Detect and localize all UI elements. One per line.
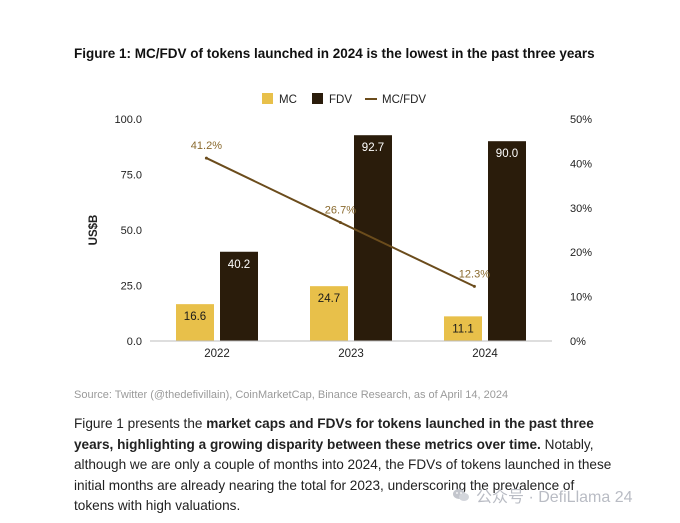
- legend-swatch-fdv: [312, 93, 323, 104]
- body-paragraph: Figure 1 presents the market caps and FD…: [74, 414, 614, 517]
- watermark: 公众号 · DefiLlama 24: [452, 483, 633, 507]
- bar-mc-2022: [176, 304, 214, 341]
- y-axis-label: US$B: [88, 215, 100, 246]
- wechat-icon: [453, 489, 469, 501]
- bar-label-fdv-2022: 40.2: [228, 259, 250, 271]
- mc-fdv-chart: MC FDV MC/FDV 0.0 25.0 50.0 75.0 100.0 0% 10% 20% 3…: [88, 93, 592, 360]
- paragraph-detail: Notably, although we are only a couple o…: [74, 436, 612, 514]
- legend-label-mc-fdv: MC/FDV: [382, 94, 426, 106]
- mc-fdv-label: 26.7%: [325, 204, 356, 216]
- bar-mc-2024: [444, 316, 482, 341]
- y-tick-label: 25.0: [121, 281, 142, 293]
- mc-fdv-label: 41.2%: [191, 140, 222, 152]
- y-tick-label: 75.0: [121, 170, 142, 182]
- paragraph-highlight: market caps and FDVs for tokens launched…: [74, 416, 594, 452]
- y-tick-label: 100.0: [114, 114, 142, 126]
- paragraph-intro: Figure 1 presents the: [74, 416, 207, 431]
- bar-label-mc-2024: 11.1: [452, 323, 474, 335]
- mc-fdv-point: [204, 156, 208, 160]
- y2-tick-label: 20%: [570, 247, 592, 259]
- mc-fdv-point: [472, 284, 476, 288]
- y-tick-label: 0.0: [127, 336, 142, 348]
- x-tick-label: 2022: [204, 348, 230, 360]
- bar-fdv-2024: [488, 141, 526, 341]
- y2-tick-label: 40%: [570, 158, 592, 170]
- y-tick-label: 50.0: [121, 225, 142, 237]
- source-note: Source: Twitter (@thedefivillain), CoinM…: [74, 389, 509, 401]
- mc-fdv-label: 12.3%: [459, 268, 490, 280]
- bar-label-fdv-2023: 92.7: [362, 142, 384, 154]
- bar-label-fdv-2024: 90.0: [496, 148, 518, 160]
- y2-tick-label: 0%: [570, 336, 586, 348]
- bar-fdv-2022: [220, 251, 258, 341]
- figure-title: Figure 1: MC/FDV of tokens launched in 2…: [74, 46, 595, 61]
- x-tick-label: 2024: [472, 348, 498, 360]
- watermark-text: 公众号 · DefiLlama 24: [476, 489, 633, 506]
- bar-label-mc-2022: 16.6: [184, 311, 206, 323]
- y2-tick-label: 50%: [570, 114, 592, 126]
- legend-label-fdv: FDV: [329, 94, 352, 106]
- bar-mc-2023: [310, 286, 348, 341]
- mc-fdv-point: [338, 220, 342, 224]
- bar-label-mc-2023: 24.7: [318, 293, 340, 305]
- legend-label-mc: MC: [279, 94, 297, 106]
- y2-tick-label: 30%: [570, 203, 592, 215]
- legend-swatch-mc: [262, 93, 273, 104]
- y2-tick-label: 10%: [570, 292, 592, 304]
- x-tick-label: 2023: [338, 348, 364, 360]
